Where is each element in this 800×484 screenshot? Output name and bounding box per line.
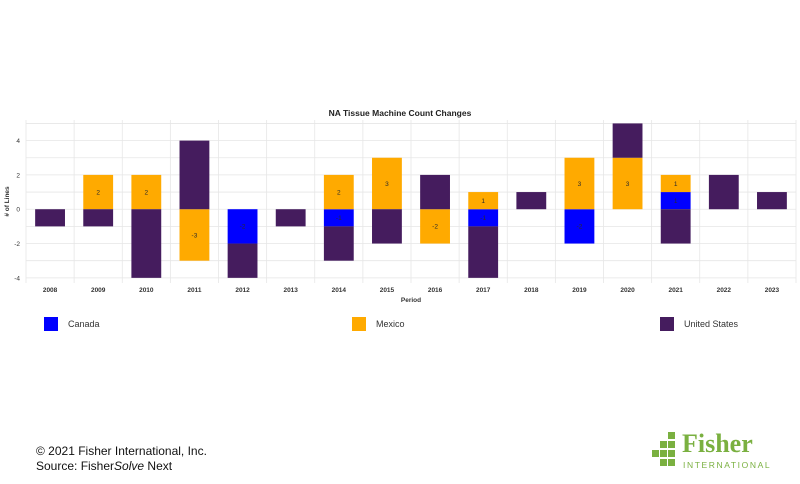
x-tick-label: 2008 xyxy=(43,287,58,294)
chart: NA Tissue Machine Count Changes -4 -2 0 2 4 # … xyxy=(4,108,797,304)
fisher-logo: Fisher INTERNATIONAL xyxy=(652,429,770,470)
legend-label-united-states: United States xyxy=(684,319,739,329)
bar-mexico-2015 xyxy=(372,157,402,210)
data-label: 1 xyxy=(481,198,485,205)
bar-mexico-2009 xyxy=(83,174,114,210)
logo-subtitle: INTERNATIONAL xyxy=(683,460,770,470)
legend-label-canada: Canada xyxy=(68,319,100,329)
legend-item-united-states: United States xyxy=(660,316,738,332)
x-tick-label: 2023 xyxy=(765,287,780,294)
bar-mexico-2011 xyxy=(179,209,210,261)
bar-mexico-2020 xyxy=(612,157,643,210)
x-tick-label: 2014 xyxy=(332,287,347,294)
bar-mexico-2021 xyxy=(660,174,691,193)
bar-canada-2014 xyxy=(323,209,354,227)
bar-united-states-2014 xyxy=(323,226,354,261)
bar-united-states-2008 xyxy=(35,209,65,227)
bar-united-states-2022 xyxy=(708,174,739,210)
data-label: 3 xyxy=(578,181,582,188)
data-label: 2 xyxy=(337,189,341,196)
data-label: -2 xyxy=(577,224,583,231)
y-tick-label: 0 xyxy=(16,207,20,214)
data-label: 1 xyxy=(674,181,678,188)
x-tick-label: 2020 xyxy=(620,287,635,294)
footer: © 2021 Fisher International, Inc. Source… xyxy=(36,444,207,474)
data-label: 2 xyxy=(145,189,149,196)
x-tick-label: 2017 xyxy=(476,287,491,294)
bar-united-states-2021 xyxy=(660,209,691,244)
bar-united-states-2011 xyxy=(179,140,210,210)
bar-mexico-2014 xyxy=(323,174,354,210)
x-axis-label: Period xyxy=(401,297,421,304)
data-label: 3 xyxy=(626,181,630,188)
bar-united-states-2010 xyxy=(131,209,162,278)
legend-swatch-united-states xyxy=(660,317,674,331)
bar-canada-2012 xyxy=(227,209,258,244)
x-tick-label: 2010 xyxy=(139,287,154,294)
chart-title: NA Tissue Machine Count Changes xyxy=(329,108,472,118)
data-label: -2 xyxy=(432,224,438,231)
bar-united-states-2017 xyxy=(468,226,499,278)
data-label: -1 xyxy=(336,215,342,222)
legend-swatch-canada xyxy=(44,317,58,331)
source-text: Source: FisherSolve Next xyxy=(36,459,173,473)
bar-canada-2017 xyxy=(468,209,499,227)
bar-mexico-2017 xyxy=(468,192,499,210)
x-tick-label: 2021 xyxy=(668,287,683,294)
x-tick-label: 2011 xyxy=(187,287,201,294)
bar-canada-2021 xyxy=(660,192,691,210)
x-tick-label: 2015 xyxy=(380,287,395,294)
data-label: -1 xyxy=(480,215,486,222)
legend-label-mexico: Mexico xyxy=(376,319,405,329)
bar-united-states-2020 xyxy=(612,123,643,158)
logo-wordmark: Fisher xyxy=(682,429,753,458)
x-tick-label: 2013 xyxy=(283,287,298,294)
y-tick-label: 2 xyxy=(16,172,20,179)
x-tick-label: 2009 xyxy=(91,287,106,294)
y-axis-label: # of Lines xyxy=(4,186,11,217)
y-tick-label: 4 xyxy=(16,138,20,145)
bar-united-states-2013 xyxy=(275,209,306,227)
bar-united-states-2015 xyxy=(372,209,402,244)
data-label: 2 xyxy=(96,189,100,196)
bar-mexico-2019 xyxy=(564,157,595,210)
x-tick-label: 2022 xyxy=(717,287,732,294)
x-tick-label: 2018 xyxy=(524,287,539,294)
bar-mexico-2016 xyxy=(420,209,450,244)
data-label: -3 xyxy=(192,232,198,239)
bar-united-states-2018 xyxy=(516,192,547,210)
bar-united-states-2012 xyxy=(227,243,258,278)
data-label: 3 xyxy=(385,181,389,188)
x-tick-label: 2019 xyxy=(572,287,587,294)
data-label: -2 xyxy=(240,224,246,231)
bar-united-states-2009 xyxy=(83,209,114,227)
bar-canada-2019 xyxy=(564,209,595,244)
legend-item-canada: Canada xyxy=(44,316,100,332)
bar-united-states-2016 xyxy=(420,174,450,210)
data-label: 1 xyxy=(674,198,678,205)
logo-mark-icon xyxy=(652,432,675,466)
y-tick-label: -4 xyxy=(14,275,20,282)
x-tick-label: 2012 xyxy=(235,287,250,294)
bar-united-states-2023 xyxy=(757,192,787,210)
legend-item-mexico: Mexico xyxy=(352,316,405,332)
copyright-text: © 2021 Fisher International, Inc. xyxy=(36,444,207,458)
y-tick-label: -2 xyxy=(14,241,20,248)
x-tick-label: 2016 xyxy=(428,287,443,294)
legend-swatch-mexico xyxy=(352,317,366,331)
bar-mexico-2010 xyxy=(131,174,162,210)
